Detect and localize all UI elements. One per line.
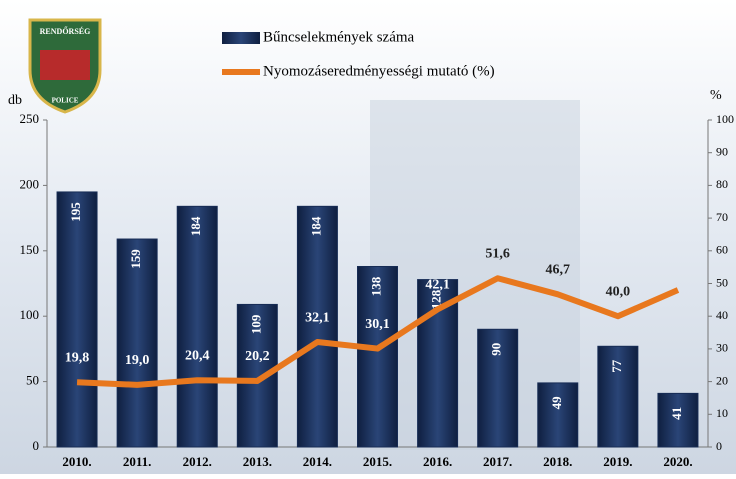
bar-value-label: 159 bbox=[128, 249, 143, 269]
y-tick-label: 250 bbox=[20, 111, 40, 126]
x-tick-label: 2010. bbox=[62, 454, 91, 469]
line bbox=[76, 275, 680, 388]
line-value-label: 46,7 bbox=[546, 263, 571, 278]
bar bbox=[537, 382, 579, 448]
line-value-label: 42,1 bbox=[425, 278, 450, 293]
bar-value-label: 41 bbox=[669, 407, 684, 420]
logo: RENDŐRSÉG POLICE bbox=[28, 18, 102, 114]
x-tick-label: 2014. bbox=[303, 454, 332, 469]
x-tick-label: 2011. bbox=[123, 454, 152, 469]
y2-tick-label: 40 bbox=[716, 308, 728, 322]
bar-value-label: 90 bbox=[489, 343, 504, 356]
bar-value-label: 109 bbox=[248, 314, 263, 334]
y2-axis-title: % bbox=[710, 88, 722, 103]
bar bbox=[417, 279, 459, 448]
x-tick-label: 2013. bbox=[243, 454, 272, 469]
bar-value-label: 128 bbox=[429, 289, 444, 309]
y-tick-label: 150 bbox=[20, 242, 40, 257]
bar-value-label: 138 bbox=[368, 276, 383, 296]
y2-tick-label: 30 bbox=[716, 341, 728, 355]
y2-tick-label: 10 bbox=[716, 406, 728, 420]
line-value-label: 32,1 bbox=[305, 310, 330, 325]
bar bbox=[56, 191, 98, 448]
bar bbox=[597, 345, 639, 448]
line-value-label: 20,2 bbox=[245, 349, 270, 364]
y-tick-label: 0 bbox=[33, 438, 40, 453]
bar bbox=[116, 238, 158, 448]
legend-swatch bbox=[222, 32, 260, 44]
logo-bottom: POLICE bbox=[52, 97, 79, 105]
line-value-label: 40,0 bbox=[606, 284, 631, 299]
y-tick-label: 50 bbox=[26, 373, 39, 388]
legend-label: Bűncselekmények száma bbox=[263, 29, 415, 45]
y2-tick-label: 80 bbox=[716, 177, 728, 191]
y2-tick-label: 100 bbox=[716, 112, 734, 126]
x-tick-label: 2012. bbox=[183, 454, 212, 469]
y2-tick-label: 90 bbox=[716, 144, 728, 158]
x-tick-label: 2016. bbox=[423, 454, 452, 469]
bar bbox=[296, 205, 338, 448]
bar-value-label: 195 bbox=[68, 202, 83, 222]
bar-value-label: 49 bbox=[549, 396, 564, 410]
x-tick-label: 2018. bbox=[543, 454, 572, 469]
y-tick-label: 100 bbox=[20, 307, 40, 322]
x-tick-label: 2017. bbox=[483, 454, 512, 469]
y-axis-title: db bbox=[8, 93, 22, 108]
line-value-label: 20,4 bbox=[185, 349, 210, 364]
y2-tick-label: 20 bbox=[716, 373, 728, 387]
y2-tick-label: 60 bbox=[716, 243, 728, 257]
bar-value-label: 184 bbox=[308, 216, 323, 236]
line-value-label: 19,0 bbox=[125, 353, 150, 368]
x-tick-label: 2020. bbox=[663, 454, 692, 469]
bar bbox=[657, 392, 699, 448]
y2-tick-label: 50 bbox=[716, 275, 728, 289]
bar bbox=[176, 205, 218, 448]
line-value-label: 19,8 bbox=[65, 350, 90, 365]
legend-label: Nyomozáseredményességi mutató (%) bbox=[263, 63, 495, 79]
y2-tick-label: 0 bbox=[716, 439, 722, 453]
bar-value-label: 77 bbox=[609, 359, 624, 373]
line-value-label: 30,1 bbox=[365, 317, 390, 332]
x-tick-label: 2015. bbox=[363, 454, 392, 469]
line-value-label: 51,6 bbox=[485, 246, 510, 261]
bar-value-label: 184 bbox=[188, 216, 203, 236]
y2-tick-label: 70 bbox=[716, 210, 728, 224]
logo-top: RENDŐRSÉG bbox=[40, 26, 91, 36]
bar bbox=[357, 265, 398, 448]
y-tick-label: 200 bbox=[20, 176, 40, 191]
bar bbox=[477, 328, 519, 448]
x-tick-label: 2019. bbox=[603, 454, 632, 469]
